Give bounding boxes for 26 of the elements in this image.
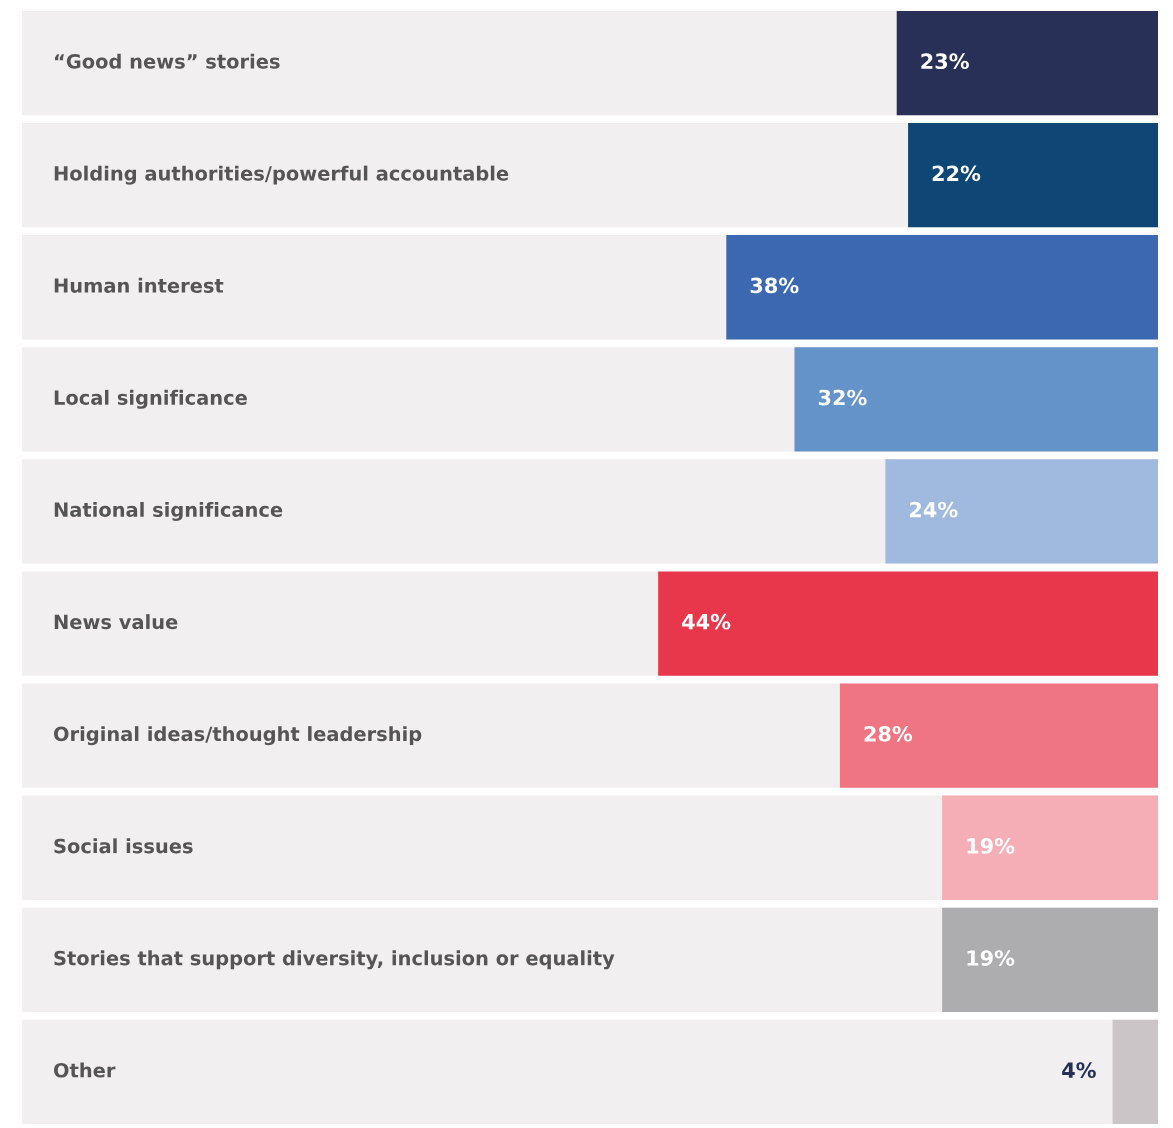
data-label: 44% <box>682 613 731 630</box>
y-tick-label: Holding authorities/powerful accountable <box>54 165 509 185</box>
data-label: 24% <box>910 501 958 518</box>
y-tick-label: “Good news” stories <box>55 53 280 69</box>
data-label: 22% <box>932 165 981 182</box>
bar <box>896 10 1158 116</box>
bar <box>942 907 1158 1012</box>
data-label: 32% <box>818 389 867 406</box>
bar <box>1112 1019 1158 1125</box>
y-tick-label: National significance <box>54 501 283 521</box>
y-tick-label: Social issues <box>54 838 193 854</box>
bar <box>908 123 1158 228</box>
data-label: 19% <box>967 950 1015 966</box>
data-label: 19% <box>967 838 1015 854</box>
data-label: 4% <box>1062 1062 1096 1078</box>
y-tick-label: Local significance <box>54 389 247 409</box>
y-tick-label: Original ideas/thought leadership <box>53 726 422 746</box>
y-tick-label: News value <box>54 614 178 630</box>
data-label: 23% <box>921 53 969 70</box>
y-tick-label: Human interest <box>54 277 224 293</box>
y-tick-label: Other <box>53 1062 116 1078</box>
data-label: 38% <box>750 277 799 294</box>
bar <box>885 459 1158 564</box>
y-tick-label: Stories that support diversity, inclusion or equality <box>54 950 615 970</box>
data-label: 28% <box>864 725 913 742</box>
bar <box>942 795 1158 900</box>
